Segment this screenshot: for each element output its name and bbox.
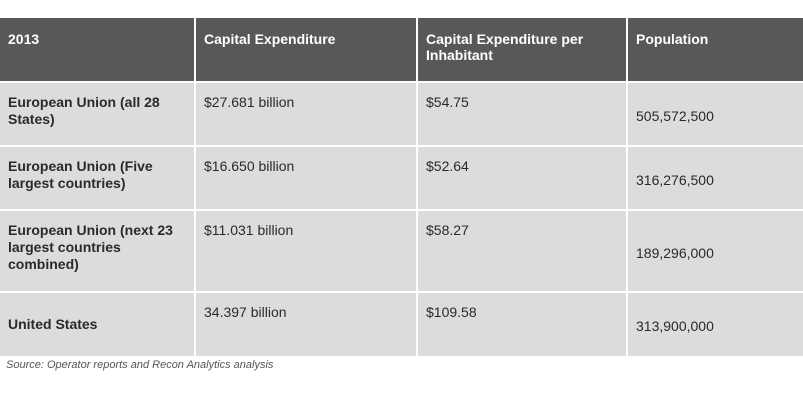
capex-table-container: 2013 Capital Expenditure Capital Expendi… [0, 18, 803, 356]
capex-cell: 34.397 billion [195, 291, 418, 356]
per-inhabitant-cell: $109.58 [417, 291, 628, 356]
row-label: United States [0, 291, 196, 356]
header-capital-expenditure: Capital Expenditure [195, 18, 418, 82]
row-label: European Union (all 28 States) [0, 81, 196, 146]
population-cell: 189,296,000 [627, 209, 803, 292]
population-cell: 505,572,500 [627, 81, 803, 146]
per-inhabitant-cell: $54.75 [417, 81, 628, 146]
capex-cell: $16.650 billion [195, 145, 418, 210]
table-row: European Union (Five largest countries) … [0, 145, 803, 210]
capex-cell: $11.031 billion [195, 209, 418, 292]
population-cell: 313,900,000 [627, 291, 803, 356]
per-inhabitant-cell: $52.64 [417, 145, 628, 210]
header-year: 2013 [0, 18, 196, 82]
header-capex-per-inhabitant: Capital Expenditure per Inhabitant [417, 18, 628, 82]
source-note: Source: Operator reports and Recon Analy… [6, 359, 274, 371]
capex-cell: $27.681 billion [195, 81, 418, 146]
population-cell: 316,276,500 [627, 145, 803, 210]
capex-table: 2013 Capital Expenditure Capital Expendi… [0, 18, 803, 356]
per-inhabitant-cell: $58.27 [417, 209, 628, 292]
header-population: Population [627, 18, 803, 82]
table-row: European Union (all 28 States) $27.681 b… [0, 81, 803, 146]
table-row: European Union (next 23 largest countrie… [0, 209, 803, 292]
table-row: United States 34.397 billion $109.58 313… [0, 291, 803, 356]
table-header-row: 2013 Capital Expenditure Capital Expendi… [0, 18, 803, 82]
row-label: European Union (Five largest countries) [0, 145, 196, 210]
row-label: European Union (next 23 largest countrie… [0, 209, 196, 292]
